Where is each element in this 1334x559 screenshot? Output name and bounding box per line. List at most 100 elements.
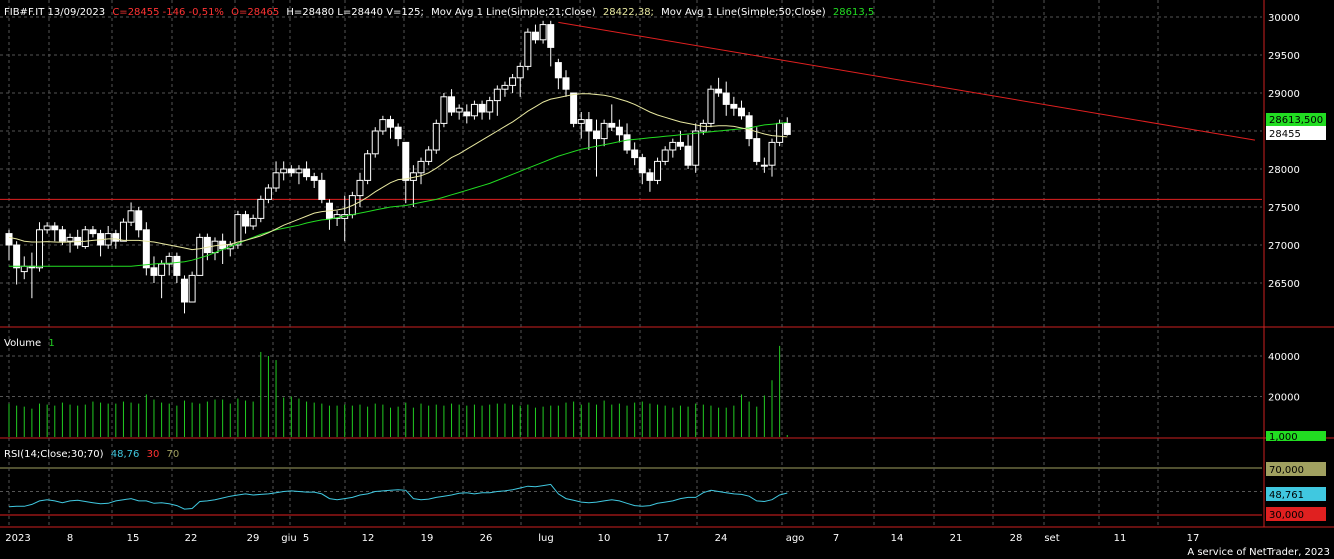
candle <box>310 172 318 188</box>
time-tick-label: 28 <box>1010 533 1023 544</box>
candle-body <box>570 92 578 124</box>
candle-body <box>562 77 570 90</box>
rsi-series <box>8 483 788 510</box>
candle-body <box>470 103 478 117</box>
candle-body <box>242 214 250 227</box>
candle <box>470 100 478 120</box>
candle <box>409 165 417 207</box>
candle-body <box>379 119 387 132</box>
rsi-line <box>8 483 788 510</box>
price-tick-label: 30000 <box>1268 13 1300 24</box>
candle-body <box>730 103 738 109</box>
candle <box>417 157 425 185</box>
trend-line <box>558 21 1256 141</box>
candle-body <box>661 149 669 162</box>
candle-body <box>722 92 730 105</box>
candle-body <box>36 229 44 269</box>
time-tick-label: ago <box>786 533 805 544</box>
candle-body <box>463 111 471 117</box>
candle <box>593 119 601 177</box>
volume-tick-label: 20000 <box>1268 393 1300 404</box>
candle-body <box>188 274 196 303</box>
candle-body <box>577 119 585 124</box>
candle-body <box>448 96 456 113</box>
candle <box>43 222 51 234</box>
candle-body <box>356 179 364 197</box>
price-tick-label: 27500 <box>1268 203 1300 214</box>
candle <box>707 85 715 128</box>
candle-body <box>119 221 127 242</box>
candle-body <box>310 176 318 181</box>
rsi-upper: 70 <box>167 449 180 460</box>
candle-body <box>699 122 707 132</box>
candle-body <box>234 214 242 246</box>
candle <box>36 222 44 272</box>
candle-body <box>455 107 463 113</box>
candle <box>524 28 532 71</box>
candle-body <box>371 130 379 155</box>
candle <box>486 96 494 120</box>
candle <box>13 241 21 285</box>
moving-average-lines <box>8 93 788 267</box>
time-tick-label: 15 <box>127 533 140 544</box>
candle-body <box>684 145 692 166</box>
candle <box>463 104 471 124</box>
candle <box>585 112 593 150</box>
candle-body <box>81 229 89 248</box>
rsi-panel-title: RSI(14;Close;30;70) 48,76 30 70 <box>4 449 179 460</box>
time-tick-label: lug <box>538 533 553 544</box>
candle-body <box>318 179 326 200</box>
candle-body <box>264 187 272 200</box>
candle-body <box>692 130 700 166</box>
time-tick-label: 11 <box>1114 533 1127 544</box>
candle-body <box>440 96 448 124</box>
rsi-lower: 30 <box>147 449 160 460</box>
candle-body <box>66 236 74 242</box>
candle-body <box>112 233 120 242</box>
candle-body <box>5 233 13 246</box>
candle-body <box>127 210 135 223</box>
candle <box>28 252 36 299</box>
time-tick-label: 5 <box>303 533 309 544</box>
candle-body <box>760 164 768 167</box>
candle-body <box>493 88 501 102</box>
candle-body <box>280 168 288 174</box>
candlestick-series[interactable] <box>5 20 791 314</box>
candle <box>737 100 745 120</box>
ma50-price-badge: 28613,500 <box>1266 113 1326 126</box>
header-ma21-value: 28422,38; <box>603 7 654 18</box>
candle <box>142 222 150 276</box>
candle-body <box>676 141 684 147</box>
candle <box>264 184 272 204</box>
candle <box>173 252 181 283</box>
candle <box>509 74 517 93</box>
volume-bars[interactable] <box>8 345 788 437</box>
time-tick-label: 24 <box>715 533 728 544</box>
volume-value: 1 <box>48 338 54 349</box>
candle-body <box>257 198 265 219</box>
downtrend-line <box>558 21 1256 141</box>
candle <box>135 207 143 238</box>
price-tick-label: 29000 <box>1268 89 1300 100</box>
candle-body <box>516 65 524 79</box>
candle <box>211 237 219 261</box>
svg-text:48,761: 48,761 <box>1269 490 1304 501</box>
candle <box>554 58 562 90</box>
candle-body <box>669 141 677 151</box>
time-tick-label: 12 <box>362 533 375 544</box>
candle <box>440 93 448 128</box>
candle <box>631 142 639 166</box>
ma50-line <box>9 121 788 267</box>
header-ma50-value: 28613,5 <box>833 7 874 18</box>
candle <box>325 199 333 230</box>
header-hlv: H=28480 L=28440 V=125; <box>286 7 424 18</box>
candle <box>478 100 486 120</box>
time-tick-label: 8 <box>67 533 73 544</box>
candle-body <box>768 141 776 166</box>
candle <box>81 226 89 249</box>
candle <box>730 96 738 116</box>
candle <box>570 92 578 128</box>
candle-body <box>593 130 601 140</box>
volume-badge: 1,000 <box>1266 431 1326 443</box>
